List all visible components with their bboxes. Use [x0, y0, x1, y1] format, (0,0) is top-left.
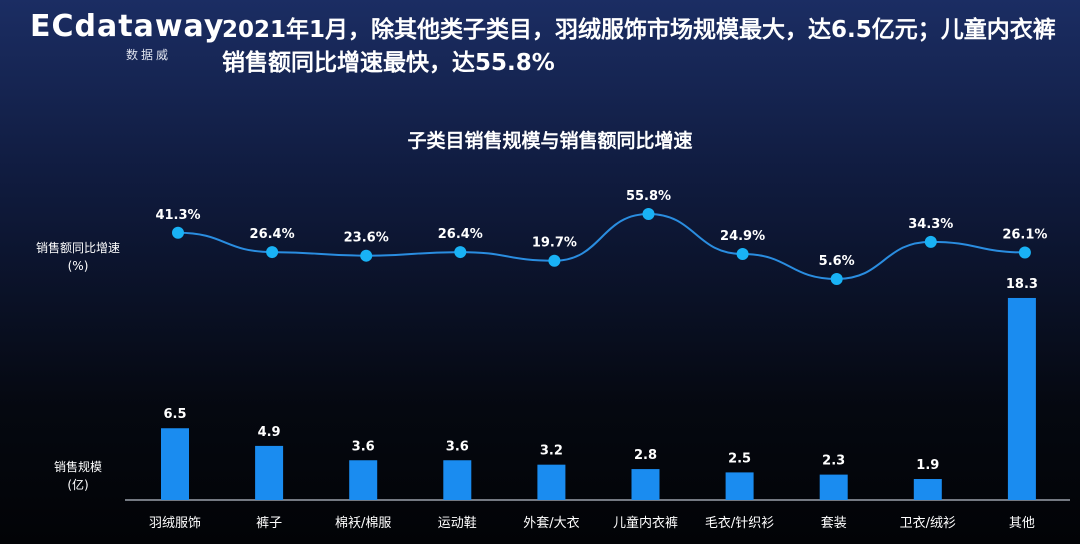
logo-text: ECdataway [30, 9, 225, 44]
growth-value-label: 19.7% [532, 236, 577, 251]
bar-value-label: 3.6 [446, 439, 469, 454]
growth-point [454, 246, 467, 259]
bar [1007, 297, 1036, 500]
bar-value-label: 3.2 [540, 444, 563, 459]
growth-value-label: 23.6% [344, 231, 389, 246]
growth-point [642, 207, 655, 220]
x-tick-label: 运动鞋 [438, 515, 477, 531]
bar-value-label: 6.5 [163, 407, 186, 422]
bar [255, 445, 284, 500]
bar-value-label: 2.8 [634, 448, 657, 463]
bar-value-label: 18.3 [1006, 277, 1038, 292]
growth-line [177, 212, 1025, 281]
bar-value-label: 3.6 [352, 439, 375, 454]
bar [725, 472, 754, 500]
bar-axis-unit: (亿) [67, 477, 88, 492]
growth-point [266, 246, 279, 259]
growth-value-label: 26.4% [250, 227, 295, 242]
bar [631, 469, 660, 500]
bar [819, 474, 848, 500]
growth-point [360, 249, 373, 262]
chart-title: 子类目销售规模与销售额同比增速 [407, 129, 692, 152]
x-tick-label: 羽绒服饰 [149, 516, 201, 531]
bar-value-label: 2.5 [728, 451, 751, 466]
bar-value-label: 4.9 [258, 425, 281, 440]
bar [913, 479, 942, 500]
x-tick-label: 卫衣/绒衫 [900, 515, 956, 531]
growth-value-label: 5.6% [819, 254, 855, 269]
growth-point [1018, 246, 1031, 259]
x-tick-label: 外套/大衣 [523, 515, 579, 531]
bar [161, 428, 189, 500]
x-tick-label: 套装 [821, 515, 847, 531]
x-tick-label: 儿童内衣裤 [613, 515, 678, 531]
x-tick-label: 棉袄/棉服 [335, 516, 391, 531]
headline: 2021年1月，除其他类子类目，羽绒服饰市场规模最大，达6.5亿元；儿童内衣裤销… [222, 17, 1056, 76]
growth-value-label: 24.9% [720, 229, 765, 244]
bar-value-label: 2.3 [822, 454, 845, 469]
x-tick-label: 毛衣/针织衫 [705, 515, 774, 531]
bar [537, 464, 566, 500]
growth-value-label: 26.4% [438, 227, 483, 242]
growth-point [172, 226, 184, 239]
growth-point [736, 248, 749, 261]
x-tick-label: 裤子 [256, 516, 282, 531]
growth-value-label: 55.8% [626, 189, 671, 204]
logo: ECdataway 数据威 [30, 9, 225, 63]
growth-value-label: 34.3% [908, 217, 953, 232]
growth-value-label: 41.3% [155, 208, 200, 223]
bar-axis-label: 销售规模 [54, 459, 102, 474]
growth-point [830, 273, 843, 285]
bar [349, 460, 378, 500]
bar [443, 460, 472, 500]
line-axis-unit: (%) [68, 259, 89, 273]
logo-subtext: 数据威 [126, 48, 172, 62]
bar-value-label: 1.9 [916, 458, 939, 473]
growth-value-label: 26.1% [1002, 227, 1047, 242]
x-tick-label: 其他 [1009, 516, 1035, 531]
growth-point [924, 235, 937, 248]
line-axis-label: 销售额同比增速 [36, 240, 120, 255]
growth-point [548, 254, 561, 267]
